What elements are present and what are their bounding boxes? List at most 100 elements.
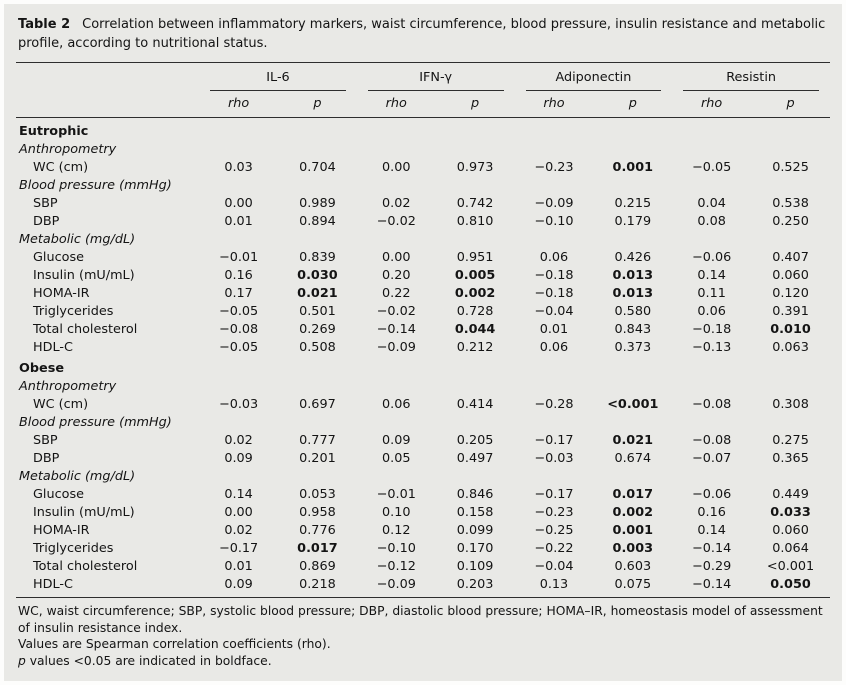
row-label: Glucose (33, 250, 84, 265)
cell: 0.989 (299, 196, 336, 211)
cell: 0.06 (539, 250, 569, 265)
empty-header-cell (16, 91, 200, 118)
cell: −0.14 (376, 322, 416, 337)
cell: 0.06 (539, 340, 569, 355)
cell: 0.14 (224, 487, 253, 502)
table-body: Eutrophic Anthropometry WC (cm) 0.03 0.704 0.… (16, 118, 830, 595)
table-row: WC (cm) −0.03 0.697 0.06 0.414 −0.28 <0.001 −0.… (16, 396, 830, 414)
cell: 0.12 (382, 523, 411, 538)
cell: 0.179 (614, 214, 652, 229)
cell: 0.17 (224, 286, 253, 301)
row-label: HDL-C (33, 577, 73, 592)
cell: 0.00 (382, 250, 411, 265)
cell: 0.426 (614, 250, 652, 265)
column-subheader: rho (514, 91, 594, 118)
column-subheader: p (751, 91, 830, 118)
row-label: Total cholesterol (33, 322, 138, 337)
cell: −0.17 (218, 541, 259, 556)
cell: −0.14 (692, 577, 732, 592)
table-row: Triglycerides −0.05 0.501 −0.02 0.728 −0.04 0.… (16, 303, 830, 321)
column-subheader: rho (356, 91, 436, 118)
cell: 0.407 (772, 250, 809, 265)
cell: −0.05 (218, 340, 259, 355)
cell: 0.063 (772, 340, 809, 355)
cell: 0.16 (697, 505, 726, 520)
column-subheader: rho (199, 91, 278, 118)
cell: 0.538 (772, 196, 809, 211)
row-label: Eutrophic (19, 124, 89, 139)
footnote-line: WC, waist circumference; SBP, systolic b… (18, 604, 823, 635)
row-label: HOMA-IR (33, 286, 90, 301)
cell: 0.002 (454, 286, 496, 301)
cell: −0.28 (534, 397, 574, 412)
cell: −0.01 (376, 487, 416, 502)
cell: 0.06 (697, 304, 726, 319)
row-label: Anthropometry (19, 142, 117, 157)
cell: −0.08 (218, 322, 259, 337)
cell: 0.021 (612, 433, 654, 448)
cell: 0.09 (382, 433, 411, 448)
cell: 0.099 (456, 523, 494, 538)
row-label: WC (cm) (33, 160, 89, 175)
cell: 0.04 (697, 196, 726, 211)
table-row: Blood pressure (mmHg) (16, 177, 830, 195)
row-label: Metabolic (mg/dL) (19, 232, 136, 247)
table-row: HOMA-IR 0.02 0.776 0.12 0.099 −0.25 0.001 0.14 0… (16, 522, 830, 540)
row-label: SBP (33, 196, 58, 211)
cell: 0.203 (456, 577, 494, 592)
empty-header-cell (16, 63, 199, 91)
cell: 0.06 (382, 397, 411, 412)
table-label: Table 2 (18, 17, 71, 32)
footnote-line: Values are Spearman correlation coeffici… (18, 637, 331, 651)
cell: 0.501 (299, 304, 336, 319)
cell: 0.158 (456, 505, 494, 520)
cell: −0.13 (692, 340, 732, 355)
table-row: DBP 0.01 0.894 −0.02 0.810 −0.10 0.179 0.08 0.25… (16, 213, 830, 231)
row-label: Anthropometry (19, 379, 117, 394)
cell: 0.00 (382, 160, 411, 175)
cell: 0.003 (612, 541, 654, 556)
cell: 0.843 (614, 322, 652, 337)
cell: 0.580 (614, 304, 652, 319)
cell: 0.16 (224, 268, 253, 283)
cell: 0.776 (299, 523, 336, 538)
table-row: Triglycerides −0.17 0.017 −0.10 0.170 −0.22 0.… (16, 540, 830, 558)
cell: 0.308 (772, 397, 809, 412)
cell: 0.20 (382, 268, 411, 283)
column-group: IL-6 (199, 63, 357, 91)
cell: 0.05 (382, 451, 411, 466)
cell: −0.23 (534, 160, 574, 175)
cell: −0.18 (534, 268, 574, 283)
cell: 0.275 (772, 433, 809, 448)
cell: 0.001 (612, 160, 654, 175)
cell: 0.449 (772, 487, 809, 502)
cell: 0.525 (772, 160, 809, 175)
cell: 0.050 (770, 577, 811, 592)
cell: 0.013 (612, 286, 654, 301)
cell: 0.846 (456, 487, 494, 502)
table-row: Eutrophic (16, 118, 830, 142)
row-label: WC (cm) (33, 397, 89, 412)
cell: −0.06 (692, 487, 732, 502)
table-row: Anthropometry (16, 141, 830, 159)
row-label: Triglycerides (33, 304, 114, 319)
table-caption: Table 2 Correlation between inflammatory … (16, 13, 830, 63)
cell: 0.017 (297, 541, 338, 556)
cell: 0.742 (456, 196, 494, 211)
table-row: Glucose 0.14 0.053 −0.01 0.846 −0.17 0.017 −0.0… (16, 486, 830, 504)
cell: −0.02 (376, 304, 416, 319)
cell: 0.365 (772, 451, 809, 466)
cell: 0.728 (456, 304, 494, 319)
cell: 0.777 (299, 433, 336, 448)
group-header-row: IL-6 IFN-γ Adiponectin Resistin (16, 63, 830, 91)
column-subheader: p (435, 91, 515, 118)
row-label: Blood pressure (mmHg) (19, 415, 172, 430)
cell: 0.697 (299, 397, 336, 412)
cell: −0.05 (218, 304, 259, 319)
row-label: Insulin (mU/mL) (33, 268, 135, 283)
table-panel: Table 2 Correlation between inflammatory … (4, 4, 842, 681)
cell: 0.075 (614, 577, 652, 592)
cell: −0.08 (692, 433, 732, 448)
table-row: Obese (16, 357, 830, 378)
cell: 0.02 (224, 433, 253, 448)
